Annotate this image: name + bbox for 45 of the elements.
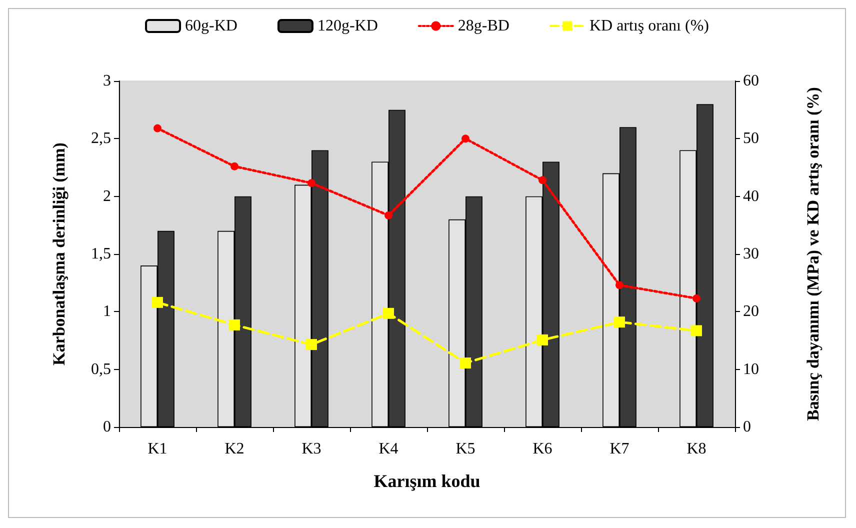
x-tick-label: K6 <box>532 440 552 458</box>
point <box>692 294 700 302</box>
x-tick-label: K8 <box>686 440 706 458</box>
point <box>230 162 238 170</box>
point <box>460 357 471 368</box>
x-tick-label: K5 <box>456 440 476 458</box>
point <box>229 319 240 330</box>
y2-tick-label: 30 <box>743 246 759 262</box>
x-tick-label: K3 <box>302 440 322 458</box>
y2-tick-label: 0 <box>743 418 751 436</box>
y2-tick-label: 40 <box>743 188 759 205</box>
y-tick-label: 2,5 <box>91 130 111 148</box>
y-tick-label: 0 <box>103 418 111 436</box>
y-tick-label: 1 <box>103 303 111 320</box>
point <box>616 281 624 290</box>
legend-label: 28g-BD <box>458 18 510 34</box>
point <box>308 179 316 188</box>
x-tick-label: K2 <box>224 440 244 458</box>
legend-label: KD artış oranı (%) <box>589 18 709 34</box>
point <box>154 124 162 132</box>
y2-tick-label: 20 <box>743 303 759 320</box>
y-axis-title: Karbonatlaşma derinliği (mm) <box>50 142 68 366</box>
legend-label: 60g-KD <box>185 18 238 34</box>
point <box>306 339 317 350</box>
y2-axis-title: Basınç dayanımı (MPa) ve KD artış oranı (%) <box>804 87 822 421</box>
x-tick-label: K4 <box>378 440 398 458</box>
point <box>538 176 546 184</box>
point <box>384 211 392 220</box>
y-tick-label: 2 <box>103 188 111 205</box>
point <box>691 325 702 336</box>
x-tick-label: K1 <box>148 440 168 458</box>
y-tick-label: 0,5 <box>91 360 111 378</box>
point <box>537 334 548 346</box>
x-axis-title: Karışım kodu <box>374 471 480 491</box>
y-tick-label: 3 <box>103 72 111 90</box>
x-tick-label: K7 <box>610 440 630 458</box>
y2-tick-label: 60 <box>743 72 759 90</box>
point <box>614 316 625 328</box>
y2-tick-label: 50 <box>743 130 759 148</box>
point <box>152 296 163 308</box>
y-tick-label: 1,5 <box>91 246 111 262</box>
y2-tick-label: 10 <box>743 360 759 378</box>
point <box>462 134 470 143</box>
point <box>383 308 394 319</box>
legend-label: 120g-KD <box>317 18 378 34</box>
